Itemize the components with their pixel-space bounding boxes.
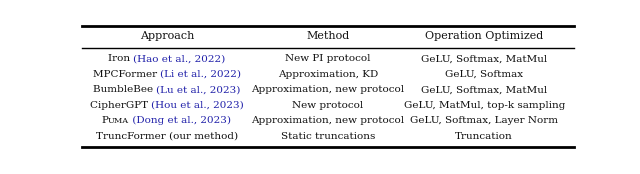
Text: GeLU, Softmax, Layer Norm: GeLU, Softmax, Layer Norm (410, 116, 558, 125)
Text: MPCFormer: MPCFormer (93, 70, 160, 79)
Text: TruncFormer (our method): TruncFormer (our method) (96, 132, 238, 141)
Text: P: P (101, 116, 108, 125)
Text: New PI protocol: New PI protocol (285, 54, 371, 63)
Text: Static truncations: Static truncations (281, 132, 375, 141)
Text: UMA: UMA (108, 117, 129, 125)
Text: (Lu et al., 2023): (Lu et al., 2023) (156, 85, 241, 94)
Text: GeLU, Softmax, MatMul: GeLU, Softmax, MatMul (421, 54, 547, 63)
Text: GeLU, Softmax, MatMul: GeLU, Softmax, MatMul (421, 85, 547, 94)
Text: Approximation, KD: Approximation, KD (278, 70, 378, 79)
Text: (Dong et al., 2023): (Dong et al., 2023) (129, 116, 231, 125)
Text: (Li et al., 2022): (Li et al., 2022) (160, 70, 241, 79)
Text: Iron: Iron (108, 54, 133, 63)
Text: BumbleBee: BumbleBee (93, 85, 156, 94)
Text: New protocol: New protocol (292, 101, 364, 110)
Text: Method: Method (307, 31, 349, 41)
Text: Operation Optimized: Operation Optimized (425, 31, 543, 41)
Text: Approximation, new protocol: Approximation, new protocol (252, 116, 404, 125)
Text: (Hao et al., 2022): (Hao et al., 2022) (133, 54, 226, 63)
Text: (Hou et al., 2023): (Hou et al., 2023) (151, 101, 244, 110)
Text: Truncation: Truncation (456, 132, 513, 141)
Text: CipherGPT: CipherGPT (90, 101, 151, 110)
Text: GeLU, Softmax: GeLU, Softmax (445, 70, 524, 79)
Text: Approach: Approach (140, 31, 194, 41)
Text: GeLU, MatMul, top-k sampling: GeLU, MatMul, top-k sampling (404, 101, 565, 110)
Text: Approximation, new protocol: Approximation, new protocol (252, 85, 404, 94)
